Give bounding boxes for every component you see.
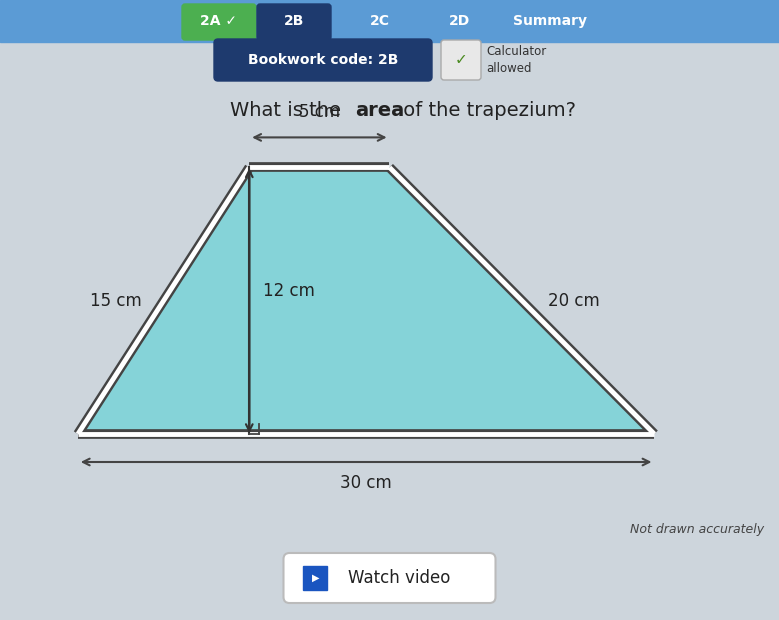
- Text: 12 cm: 12 cm: [263, 281, 315, 299]
- Text: 5 cm: 5 cm: [299, 104, 340, 122]
- FancyBboxPatch shape: [284, 553, 495, 603]
- Text: Watch video: Watch video: [348, 569, 451, 587]
- Text: What is the: What is the: [230, 100, 347, 120]
- FancyBboxPatch shape: [182, 4, 256, 40]
- Text: of the trapezium?: of the trapezium?: [397, 100, 576, 120]
- Text: 2A ✓: 2A ✓: [200, 14, 238, 28]
- Text: ▶: ▶: [312, 573, 319, 583]
- Text: 2D: 2D: [449, 14, 471, 28]
- Text: Summary: Summary: [513, 14, 587, 28]
- Text: Bookwork code: 2B: Bookwork code: 2B: [248, 53, 398, 67]
- Text: ✓: ✓: [455, 53, 467, 68]
- Text: Not drawn accurately: Not drawn accurately: [630, 523, 764, 536]
- FancyBboxPatch shape: [441, 40, 481, 80]
- Bar: [0, 0, 779, 42]
- Text: 30 cm: 30 cm: [340, 474, 392, 492]
- Bar: [304, 566, 327, 590]
- Text: 2C: 2C: [370, 14, 390, 28]
- Text: 15 cm: 15 cm: [90, 291, 142, 310]
- FancyBboxPatch shape: [214, 39, 432, 81]
- Text: 20 cm: 20 cm: [548, 291, 600, 310]
- Text: Calculator
allowed: Calculator allowed: [486, 45, 546, 75]
- Text: area: area: [355, 100, 404, 120]
- FancyBboxPatch shape: [257, 4, 331, 40]
- Polygon shape: [78, 167, 654, 434]
- Text: 2B: 2B: [284, 14, 304, 28]
